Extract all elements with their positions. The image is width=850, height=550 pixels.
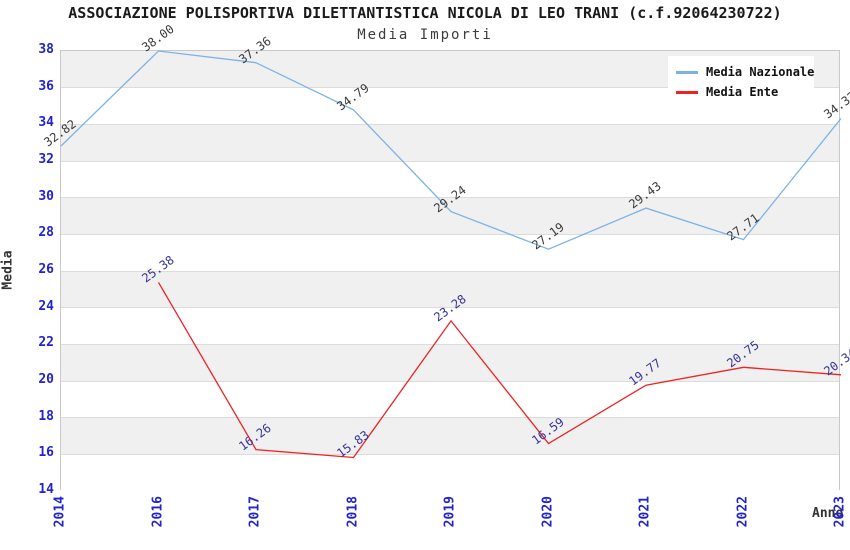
background-band (61, 454, 839, 491)
legend-line-swatch-red (676, 90, 698, 94)
gridline (61, 160, 839, 162)
gridline (61, 87, 839, 89)
gridline (61, 380, 839, 382)
y-tick-label: 32 (38, 152, 54, 167)
gridline (61, 343, 839, 345)
x-tick-label: 2021 (637, 496, 653, 528)
series-line-media-nazionale (60, 50, 842, 250)
x-tick-label: 2023 (832, 496, 848, 528)
x-tick-label: 2017 (247, 496, 263, 528)
gridline (61, 453, 839, 455)
legend-label: Media Ente (706, 85, 779, 99)
gridline (61, 197, 839, 199)
x-axis-label: Anno (812, 506, 844, 521)
background-band (61, 417, 839, 455)
legend-line-swatch-blue (676, 70, 698, 74)
gridline (61, 123, 839, 125)
series-line-media-ente (157, 282, 842, 459)
x-tick-label: 2018 (345, 496, 360, 528)
gridline (61, 417, 839, 419)
gridline (61, 270, 839, 272)
y-tick-label: 34 (38, 115, 54, 131)
background-band (61, 124, 839, 161)
x-tick-label: 2014 (52, 496, 68, 528)
y-tick-label: 38 (38, 42, 54, 57)
chart-title: ASSOCIAZIONE POLISPORTIVA DILETTANTISTIC… (68, 4, 782, 22)
plot-area (60, 50, 842, 491)
y-tick-label: 36 (38, 78, 54, 94)
gridline (61, 233, 839, 235)
background-band (61, 161, 839, 198)
gridline (61, 307, 839, 309)
y-tick-label: 22 (38, 335, 54, 351)
legend-item-media-ente: Media Ente (674, 82, 806, 102)
chart-subtitle: Media Importi (357, 27, 493, 43)
x-tick-label: 2022 (735, 496, 750, 528)
x-tick-label: 2016 (150, 496, 165, 528)
y-tick-label: 14 (38, 482, 54, 497)
background-band (61, 234, 839, 271)
x-tick-label: 2020 (540, 496, 555, 528)
series-lines-svg (60, 50, 842, 459)
legend: Media Nazionale Media Ente (668, 56, 814, 108)
legend-label: Media Nazionale (706, 65, 815, 79)
y-tick-label: 28 (38, 225, 54, 241)
background-band (61, 381, 839, 418)
legend-item-media-nazionale: Media Nazionale (674, 62, 814, 82)
background-band (61, 344, 839, 381)
y-tick-label: 24 (38, 298, 54, 314)
y-tick-label: 18 (38, 408, 54, 424)
y-tick-label: 26 (38, 262, 54, 277)
x-tick-label: 2019 (442, 496, 458, 528)
y-tick-label: 16 (38, 445, 54, 461)
y-tick-label: 30 (38, 188, 54, 204)
y-tick-label: 20 (38, 372, 54, 387)
background-band (61, 271, 839, 308)
